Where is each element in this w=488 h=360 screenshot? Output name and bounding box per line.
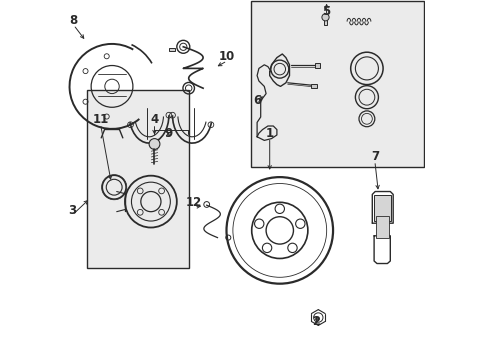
Text: 10: 10: [219, 50, 235, 63]
Text: 1: 1: [265, 127, 273, 140]
Bar: [250, 1, 423, 167]
Text: 8: 8: [69, 14, 78, 27]
Text: 12: 12: [185, 196, 202, 209]
Circle shape: [321, 14, 328, 21]
Text: 3: 3: [68, 204, 76, 217]
Bar: [375, 216, 387, 238]
Text: 6: 6: [252, 94, 261, 107]
Bar: [323, 18, 326, 25]
Text: 9: 9: [163, 127, 172, 140]
Bar: [168, 48, 174, 51]
Circle shape: [149, 139, 160, 149]
Text: 11: 11: [92, 113, 108, 126]
Bar: [87, 90, 188, 268]
Bar: [310, 84, 316, 88]
Bar: [373, 195, 390, 221]
Text: 5: 5: [322, 5, 330, 18]
Text: 7: 7: [370, 150, 378, 163]
Bar: [314, 63, 320, 68]
Text: 4: 4: [150, 113, 158, 126]
Text: 2: 2: [312, 315, 320, 328]
